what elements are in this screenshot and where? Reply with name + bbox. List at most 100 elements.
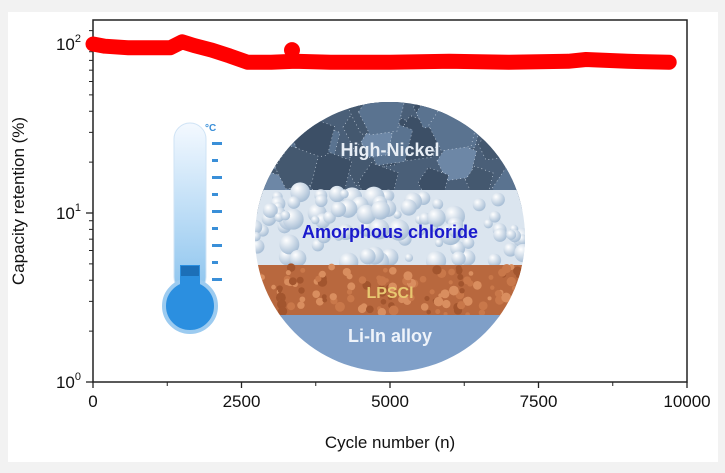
lpscl-particle [440, 289, 450, 299]
x-tick-label: 0 [88, 392, 97, 411]
lpscl-particle [457, 273, 464, 281]
thermometer-scale-mark [212, 193, 218, 196]
lpscl-particle [285, 270, 291, 276]
x-tick-label: 10000 [663, 392, 710, 411]
anode-label: Li-In alloy [348, 326, 432, 346]
data-point-outlier [283, 42, 300, 59]
cathode-particle [255, 113, 278, 155]
lpscl-particle [457, 301, 466, 310]
lpscl-particle [515, 273, 521, 278]
electrolyte-particle [432, 198, 444, 210]
x-tick-label: 2500 [223, 392, 261, 411]
data-point [565, 58, 572, 65]
electrolyte-particle [416, 226, 426, 236]
lpscl-particle [478, 309, 486, 316]
lpscl-particle [490, 285, 495, 290]
data-point [505, 59, 512, 66]
electrolyte-particle [316, 229, 332, 244]
y-axis-label: Capacity retention (%) [9, 117, 28, 285]
data-point [583, 56, 590, 63]
data-point [291, 58, 298, 65]
electrolyte-particle [393, 210, 402, 219]
lpscl-particle [424, 295, 430, 302]
lpscl-particle [284, 278, 291, 286]
x-tick-label: 7500 [520, 392, 558, 411]
cathode-label: High-Nickel [340, 140, 439, 160]
cathode-particle [505, 126, 525, 158]
y-tick-label: 102 [56, 33, 81, 54]
electrolyte-particle [287, 196, 301, 209]
data-point [268, 59, 275, 66]
electrolyte-particle [289, 249, 307, 267]
cathode-particle [274, 145, 319, 190]
lpscl-particle [433, 296, 444, 307]
lpscl-particle [387, 294, 393, 300]
lpscl-particle [335, 301, 345, 312]
lpscl-particle [498, 268, 507, 277]
x-tick-label: 5000 [371, 392, 409, 411]
lpscl-particle [383, 267, 388, 273]
x-axis-label: Cycle number (n) [325, 433, 455, 452]
thermometer-scale-mark [212, 176, 222, 179]
thermometer-scale-mark [212, 278, 222, 281]
electrolyte-particle [491, 192, 505, 207]
electrolyte-particle [404, 253, 414, 262]
lpscl-particle [463, 276, 472, 285]
lpscl-particle [468, 271, 474, 276]
lpscl-particle [398, 295, 406, 304]
lpscl-particle [448, 285, 459, 296]
lpscl-particle [472, 280, 482, 290]
electrolyte-particle [359, 248, 376, 265]
lpscl-particle [286, 263, 296, 272]
data-point [244, 59, 251, 66]
lpscl-particle [488, 274, 494, 280]
lpscl-particle [271, 284, 276, 290]
y-tick-label: 101 [56, 202, 81, 223]
lpscl-particle [256, 301, 263, 309]
lpscl-particle [432, 265, 442, 275]
data-point [624, 58, 631, 65]
lpscl-particle [255, 273, 261, 283]
lpscl-particle [435, 309, 441, 315]
electrolyte-particle [279, 234, 300, 255]
lpscl-particle [329, 293, 337, 301]
electrolyte-particle [262, 203, 278, 218]
cathode-particle [358, 102, 406, 136]
lpscl-particle [299, 296, 306, 303]
lpscl-particle [362, 281, 372, 290]
lpscl-particle [346, 273, 353, 280]
data-point [101, 43, 108, 50]
lpscl-particle [328, 263, 335, 271]
cathode-particle [484, 112, 510, 138]
lpscl-particle [478, 301, 488, 311]
lpscl-particle [347, 294, 355, 303]
electrolyte-particle [368, 218, 390, 240]
lpscl-particle [513, 307, 520, 313]
thermometer-scale-mark [212, 210, 222, 213]
lpscl-particle [403, 271, 413, 281]
electrolyte-particle [311, 215, 320, 225]
lpscl-particle [346, 289, 353, 295]
lpscl-particle [388, 305, 399, 316]
lpscl-particle [260, 293, 265, 299]
electrolyte-particle [280, 210, 291, 221]
lpscl-particle [384, 278, 389, 283]
lpscl-particle [296, 276, 304, 284]
lpscl-particle [376, 275, 382, 281]
electrolyte-particle [503, 242, 518, 257]
lpscl-particle [459, 287, 465, 294]
cathode-particle [436, 140, 477, 181]
lpscl-particle [522, 265, 525, 270]
cathode-particle [255, 113, 279, 149]
lpscl-particle [511, 285, 517, 291]
retention-series-line [85, 34, 677, 70]
electrolyte-particle [462, 237, 475, 249]
lpscl-particle [366, 305, 374, 314]
data-point [327, 59, 334, 66]
lpscl-particle [360, 303, 368, 310]
lpscl-particle [513, 266, 523, 276]
lpscl-particle [277, 288, 283, 293]
lpscl-particle [487, 296, 492, 301]
electrolyte-particle [427, 208, 446, 227]
lpscl-particle [388, 282, 398, 292]
